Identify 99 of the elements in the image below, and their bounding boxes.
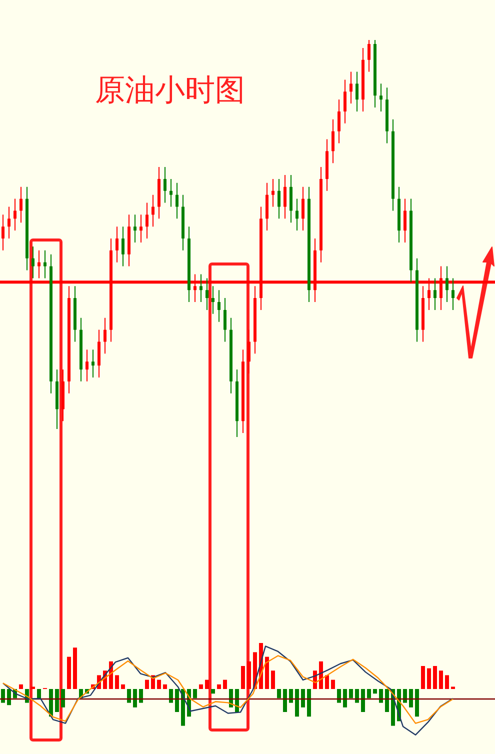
bar xyxy=(73,648,77,689)
candlestick xyxy=(8,206,10,239)
candlestick xyxy=(104,317,106,354)
bar xyxy=(217,684,221,689)
bar xyxy=(37,689,41,698)
bar xyxy=(307,689,311,717)
bar xyxy=(385,689,389,712)
candlestick xyxy=(206,278,208,310)
bar xyxy=(115,675,119,689)
bar xyxy=(421,666,425,689)
bar xyxy=(127,689,131,703)
bar xyxy=(295,689,299,717)
bar xyxy=(355,689,359,703)
bar xyxy=(283,689,287,712)
bar xyxy=(301,689,305,708)
bar xyxy=(169,689,173,703)
bar xyxy=(67,656,71,689)
bar xyxy=(265,656,269,689)
candlestick xyxy=(218,290,220,322)
bar xyxy=(139,689,143,703)
bar xyxy=(235,689,239,712)
candlestick xyxy=(446,266,448,303)
candlestick xyxy=(44,250,46,279)
bar xyxy=(415,689,419,717)
candlestick xyxy=(332,118,334,164)
bar xyxy=(199,684,203,689)
bar xyxy=(433,666,437,689)
bar xyxy=(193,689,197,698)
candlestick xyxy=(122,226,124,267)
candlestick xyxy=(170,178,172,208)
bar xyxy=(403,689,407,703)
bar xyxy=(343,689,347,708)
bar xyxy=(349,689,353,698)
candlestick xyxy=(434,278,436,310)
bar xyxy=(331,680,335,689)
candlestick xyxy=(2,214,4,251)
candlestick xyxy=(134,214,136,243)
candlestick xyxy=(296,198,298,232)
bar xyxy=(427,668,431,689)
bar xyxy=(121,684,125,689)
bar xyxy=(325,675,329,689)
candlestick xyxy=(152,194,154,228)
bar xyxy=(271,670,275,689)
bar xyxy=(409,689,413,708)
candlestick xyxy=(116,226,118,263)
candlestick xyxy=(38,250,40,279)
candlestick xyxy=(380,83,382,112)
candlestick xyxy=(20,186,22,224)
bar xyxy=(1,689,5,703)
bar xyxy=(319,661,323,689)
candlestick xyxy=(224,298,226,342)
candlestick xyxy=(98,329,100,378)
candlestick xyxy=(290,174,292,224)
bar xyxy=(211,689,215,694)
bar xyxy=(55,689,59,712)
bar xyxy=(145,680,149,689)
bar xyxy=(205,680,209,689)
candlestick xyxy=(284,174,286,220)
bar xyxy=(247,661,251,689)
text: 原油小时图 xyxy=(95,73,245,108)
bar xyxy=(379,689,383,703)
candlestick xyxy=(86,349,88,382)
bar xyxy=(19,684,23,689)
candlestick xyxy=(404,198,406,243)
candlestick xyxy=(368,40,370,72)
candlestick xyxy=(338,99,340,144)
candlestick xyxy=(146,202,148,239)
bar xyxy=(157,680,161,689)
candlestick xyxy=(278,178,280,220)
candlestick xyxy=(176,182,178,220)
bar xyxy=(133,689,137,708)
bar xyxy=(163,684,167,689)
bar xyxy=(445,675,449,689)
candlestick xyxy=(164,166,166,204)
candlestick xyxy=(212,286,214,314)
candlestick xyxy=(356,71,358,112)
candlestick xyxy=(14,198,16,232)
bar xyxy=(175,689,179,712)
candlestick xyxy=(140,214,142,243)
candlestick xyxy=(266,182,268,232)
candlestick xyxy=(248,329,250,374)
candlestick xyxy=(200,274,202,303)
bar xyxy=(337,689,341,703)
candlestick xyxy=(272,178,274,208)
candlestick xyxy=(302,186,304,232)
bar xyxy=(367,689,371,698)
bar xyxy=(223,680,227,689)
candlestick xyxy=(350,71,352,104)
bar xyxy=(241,666,245,689)
candlestick xyxy=(32,246,34,279)
bar xyxy=(289,689,293,703)
candlestick xyxy=(344,79,346,124)
candlestick xyxy=(452,278,454,310)
bar xyxy=(439,670,443,689)
candlestick xyxy=(92,349,94,378)
bar xyxy=(361,689,365,712)
bar xyxy=(61,689,65,708)
bar xyxy=(373,689,377,694)
bar xyxy=(277,689,281,698)
